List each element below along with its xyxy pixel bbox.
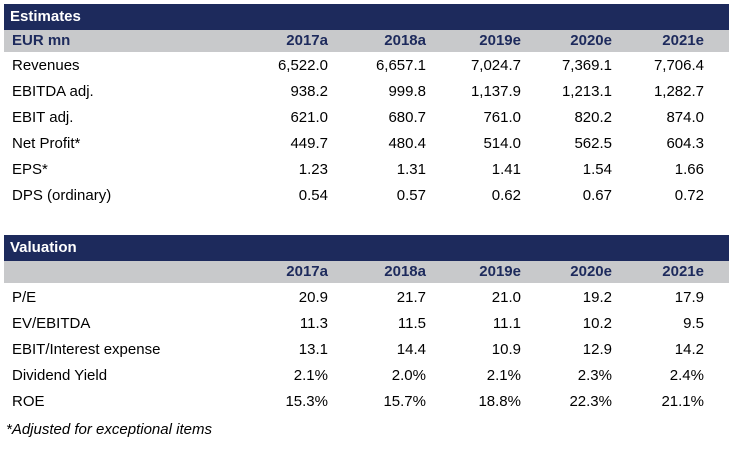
estimates-column-header: 2020e [570, 32, 612, 49]
estimates-cell: 449.7 [290, 135, 328, 152]
valuation-row-label: EV/EBITDA [12, 315, 91, 332]
valuation-column-header: 2021e [662, 263, 704, 280]
estimates-cell: 761.0 [483, 109, 521, 126]
valuation-cell: 2.3% [577, 367, 612, 384]
valuation-cell: 17.9 [674, 289, 704, 306]
valuation-column-header: 2019e [479, 263, 521, 280]
estimates-cell: 1,213.1 [561, 83, 612, 100]
estimates-cell: 562.5 [574, 135, 612, 152]
valuation-cell: 11.3 [299, 315, 328, 332]
footnote: *Adjusted for exceptional items [6, 421, 212, 438]
estimates-cell: 7,369.1 [561, 57, 612, 74]
estimates-title-band: Estimates [4, 4, 729, 30]
estimates-row-label: Net Profit* [12, 135, 81, 152]
estimates-cell: 1,282.7 [653, 83, 704, 100]
valuation-column-header: 2020e [570, 263, 612, 280]
valuation-cell: 11.5 [397, 315, 426, 332]
valuation-cell: 22.3% [569, 393, 612, 410]
valuation-title: Valuation [10, 239, 77, 256]
valuation-column-header: 2018a [384, 263, 426, 280]
estimates-column-header: 2019e [479, 32, 521, 49]
valuation-cell: 18.8% [478, 393, 521, 410]
estimates-cell: 0.57 [396, 187, 426, 204]
estimates-cell: 0.62 [491, 187, 521, 204]
valuation-cell: 14.2 [674, 341, 704, 358]
valuation-row-label: Dividend Yield [12, 367, 108, 384]
estimates-row-label: DPS (ordinary) [12, 187, 112, 204]
estimates-cell: 1.31 [396, 161, 426, 178]
estimates-row-label: Revenues [12, 57, 80, 74]
valuation-header-row [4, 261, 729, 283]
estimates-cell: 0.72 [674, 187, 704, 204]
valuation-cell: 2.0% [391, 367, 426, 384]
estimates-cell: 999.8 [388, 83, 426, 100]
estimates-column-header: 2018a [384, 32, 426, 49]
valuation-row-label: P/E [12, 289, 37, 306]
estimates-cell: 604.3 [666, 135, 704, 152]
estimates-cell: 6,522.0 [277, 57, 328, 74]
estimates-cell: 0.54 [298, 187, 328, 204]
estimates-cell: 1.66 [674, 161, 704, 178]
valuation-cell: 21.1% [661, 393, 704, 410]
valuation-cell: 19.2 [582, 289, 612, 306]
valuation-cell: 21.0 [491, 289, 521, 306]
valuation-column-header: 2017a [286, 263, 328, 280]
estimates-cell: 874.0 [666, 109, 704, 126]
valuation-cell: 10.2 [582, 315, 612, 332]
estimates-cell: 1.23 [298, 161, 328, 178]
estimates-header-row [4, 30, 729, 52]
valuation-cell: 21.7 [396, 289, 426, 306]
estimates-cell: 1,137.9 [470, 83, 521, 100]
estimates-cell: 6,657.1 [375, 57, 426, 74]
estimates-row-label: EPS* [12, 161, 48, 178]
estimates-cell: 680.7 [388, 109, 426, 126]
valuation-row-label: EBIT/Interest expense [12, 341, 161, 358]
estimates-title: Estimates [10, 8, 81, 25]
valuation-cell: 20.9 [298, 289, 328, 306]
estimates-cell: 7,706.4 [653, 57, 704, 74]
estimates-cell: 0.67 [582, 187, 612, 204]
valuation-cell: 11.1 [492, 315, 521, 332]
estimates-cell: 1.54 [582, 161, 612, 178]
estimates-cell: 820.2 [574, 109, 612, 126]
estimates-column-header: 2021e [662, 32, 704, 49]
unit-label: EUR mn [12, 32, 71, 49]
estimates-row-label: EBITDA adj. [12, 83, 94, 100]
valuation-title-band: Valuation [4, 235, 729, 261]
estimates-cell: 1.41 [491, 161, 521, 178]
estimates-row-label: EBIT adj. [12, 109, 74, 126]
valuation-cell: 14.4 [396, 341, 426, 358]
estimates-cell: 938.2 [290, 83, 328, 100]
valuation-cell: 15.3% [285, 393, 328, 410]
valuation-row-label: ROE [12, 393, 45, 410]
valuation-cell: 13.1 [298, 341, 328, 358]
valuation-cell: 12.9 [582, 341, 612, 358]
valuation-cell: 2.1% [293, 367, 328, 384]
estimates-cell: 480.4 [388, 135, 426, 152]
valuation-cell: 15.7% [383, 393, 426, 410]
estimates-column-header: 2017a [286, 32, 328, 49]
valuation-cell: 9.5 [683, 315, 704, 332]
estimates-cell: 621.0 [290, 109, 328, 126]
valuation-cell: 10.9 [491, 341, 521, 358]
valuation-cell: 2.4% [669, 367, 704, 384]
valuation-cell: 2.1% [486, 367, 521, 384]
estimates-cell: 7,024.7 [470, 57, 521, 74]
estimates-cell: 514.0 [483, 135, 521, 152]
